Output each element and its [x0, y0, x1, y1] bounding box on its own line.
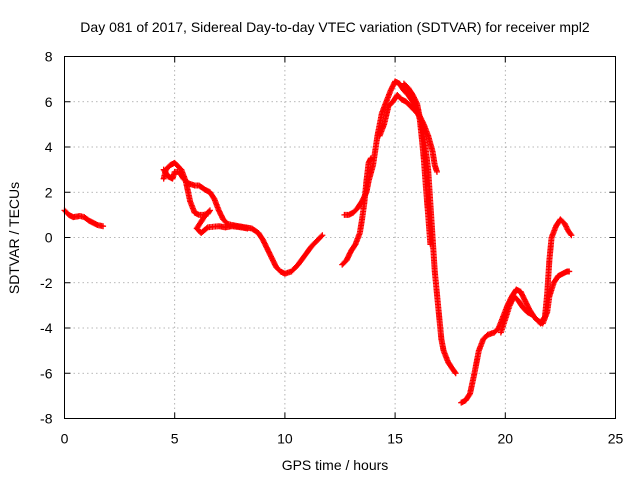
data-point: [452, 370, 459, 377]
x-tick-label: 15: [387, 431, 403, 447]
data-point: [203, 225, 210, 232]
series-segment-6: [376, 91, 440, 175]
x-tick-label: 10: [277, 431, 293, 447]
data-point: [244, 225, 251, 232]
y-tick-label: -6: [40, 365, 53, 381]
data-point: [566, 268, 573, 275]
y-tick-label: -2: [40, 275, 53, 291]
chart-title: Day 081 of 2017, Sidereal Day-to-day VTE…: [80, 19, 590, 35]
series-segment-9: [497, 216, 575, 336]
plot-frame: [64, 56, 616, 419]
y-tick-label: -4: [40, 320, 53, 336]
data-point: [451, 369, 458, 376]
y-tick-label: 8: [45, 49, 53, 65]
y-tick-label: -8: [40, 411, 53, 427]
data-point: [567, 231, 574, 238]
data-point: [568, 232, 575, 239]
data-point: [319, 232, 326, 239]
data-point: [427, 241, 434, 248]
series-segment-1: [61, 207, 107, 230]
x-tick-label: 20: [498, 431, 514, 447]
y-tick-label: 4: [45, 139, 53, 155]
series-segment-7: [400, 80, 434, 248]
data-point: [100, 223, 107, 230]
x-tick-label: 5: [171, 431, 179, 447]
x-tick-labels: 0 5 10 15 20 25: [61, 431, 624, 447]
y-tick-label: 6: [45, 94, 53, 110]
y-tick-labels: -8 -6 -4 -2 0 2 4 6 8: [40, 49, 53, 427]
series-segment-8: [458, 268, 573, 406]
data-point: [318, 233, 325, 240]
grid-lines: [64, 56, 616, 419]
y-tick-label: 0: [45, 230, 53, 246]
series-segment-3: [160, 159, 251, 236]
x-tick-label: 25: [608, 431, 624, 447]
data-points: [61, 78, 575, 406]
x-axis-label: GPS time / hours: [282, 457, 389, 473]
y-axis-label: SDTVAR / TECUs: [6, 182, 22, 294]
series-segment-4: [339, 155, 374, 268]
data-point: [433, 168, 440, 175]
y-tick-label: 2: [45, 184, 53, 200]
x-tick-label: 0: [61, 431, 69, 447]
